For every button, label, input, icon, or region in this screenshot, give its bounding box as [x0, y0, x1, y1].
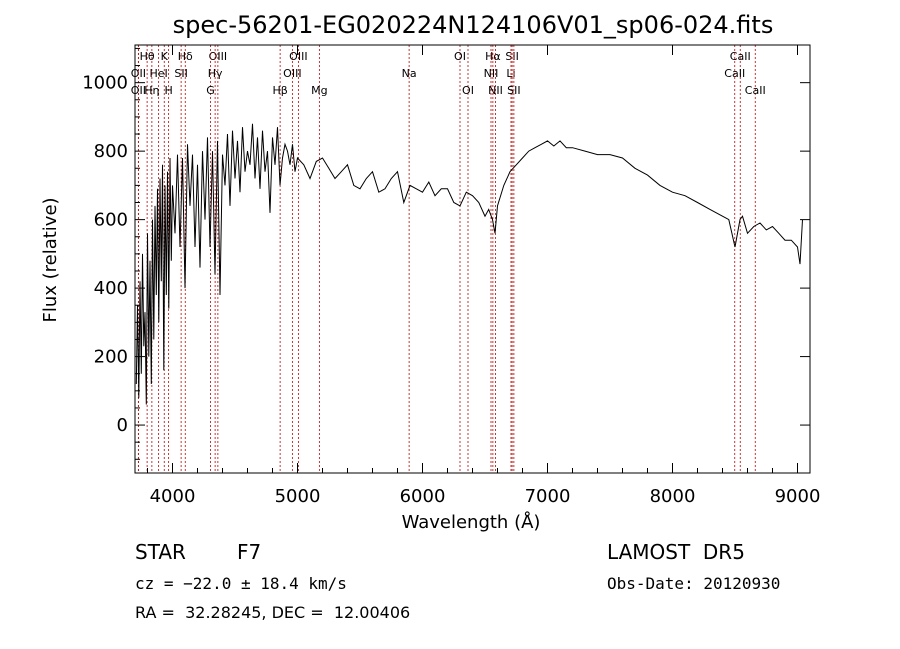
plot-frame — [134, 44, 811, 474]
line-label-16: Na — [402, 67, 417, 80]
line-label-4: HeI — [149, 67, 167, 80]
spectral-class: F7 — [237, 540, 262, 564]
line-label-13: OIII — [283, 67, 301, 80]
line-label-23: Li — [506, 67, 515, 80]
object-type: STAR — [135, 540, 186, 564]
redshift-text: cz = −22.0 ± 18.4 km/s — [135, 574, 347, 593]
y-tick-label-1: 200 — [94, 347, 128, 368]
line-label-0: Hθ — [140, 50, 155, 63]
line-label-3: K — [161, 50, 169, 63]
y-tick-label-2: 400 — [94, 278, 128, 299]
line-label-24: SII — [507, 84, 520, 97]
survey-name: LAMOST DR5 — [607, 540, 745, 564]
line-label-10: Hγ — [208, 67, 223, 80]
line-label-12: OIII — [289, 50, 307, 63]
line-label-6: Hδ — [178, 50, 193, 63]
y-tick-label-4: 800 — [94, 141, 128, 162]
x-tick-label-2: 6000 — [400, 486, 446, 507]
line-label-25: CaII — [730, 50, 751, 63]
line-label-19: Hα — [485, 50, 501, 63]
x-tick-label-1: 5000 — [275, 486, 321, 507]
line-label-15: Mg — [311, 84, 327, 97]
y-axis-label: Flux (relative) — [40, 197, 61, 322]
line-label-5: Hη — [144, 84, 159, 97]
line-label-27: CaII — [745, 84, 766, 97]
obs-date: Obs-Date: 20120930 — [607, 574, 781, 593]
line-label-22: SII — [505, 50, 518, 63]
line-label-9: OIII — [209, 50, 227, 63]
y-tick-label-5: 1000 — [82, 73, 128, 94]
line-label-18: OI — [462, 84, 474, 97]
x-tick-label-3: 7000 — [525, 486, 571, 507]
line-label-26: CaII — [724, 67, 745, 80]
x-tick-label-5: 9000 — [775, 486, 821, 507]
line-label-7: SII — [174, 67, 187, 80]
spectrum-series — [135, 123, 803, 405]
line-label-21: NII — [488, 84, 503, 97]
x-tick-label-4: 8000 — [650, 486, 696, 507]
y-tick-label-3: 600 — [94, 210, 128, 231]
x-tick-label-0: 4000 — [150, 486, 196, 507]
x-axis-label: Wavelength (Å) — [402, 511, 541, 533]
line-label-14: Hβ — [272, 84, 287, 97]
chart-title: spec-56201-EG020224N124106V01_sp06-024.f… — [173, 11, 774, 39]
line-label-17: OI — [454, 50, 466, 63]
line-label-20: NII — [484, 67, 499, 80]
line-label-11: G — [206, 84, 215, 97]
line-label-8: H — [164, 84, 172, 97]
y-tick-label-0: 0 — [117, 415, 128, 436]
coordinates: RA = 32.28245, DEC = 12.00406 — [135, 603, 411, 622]
